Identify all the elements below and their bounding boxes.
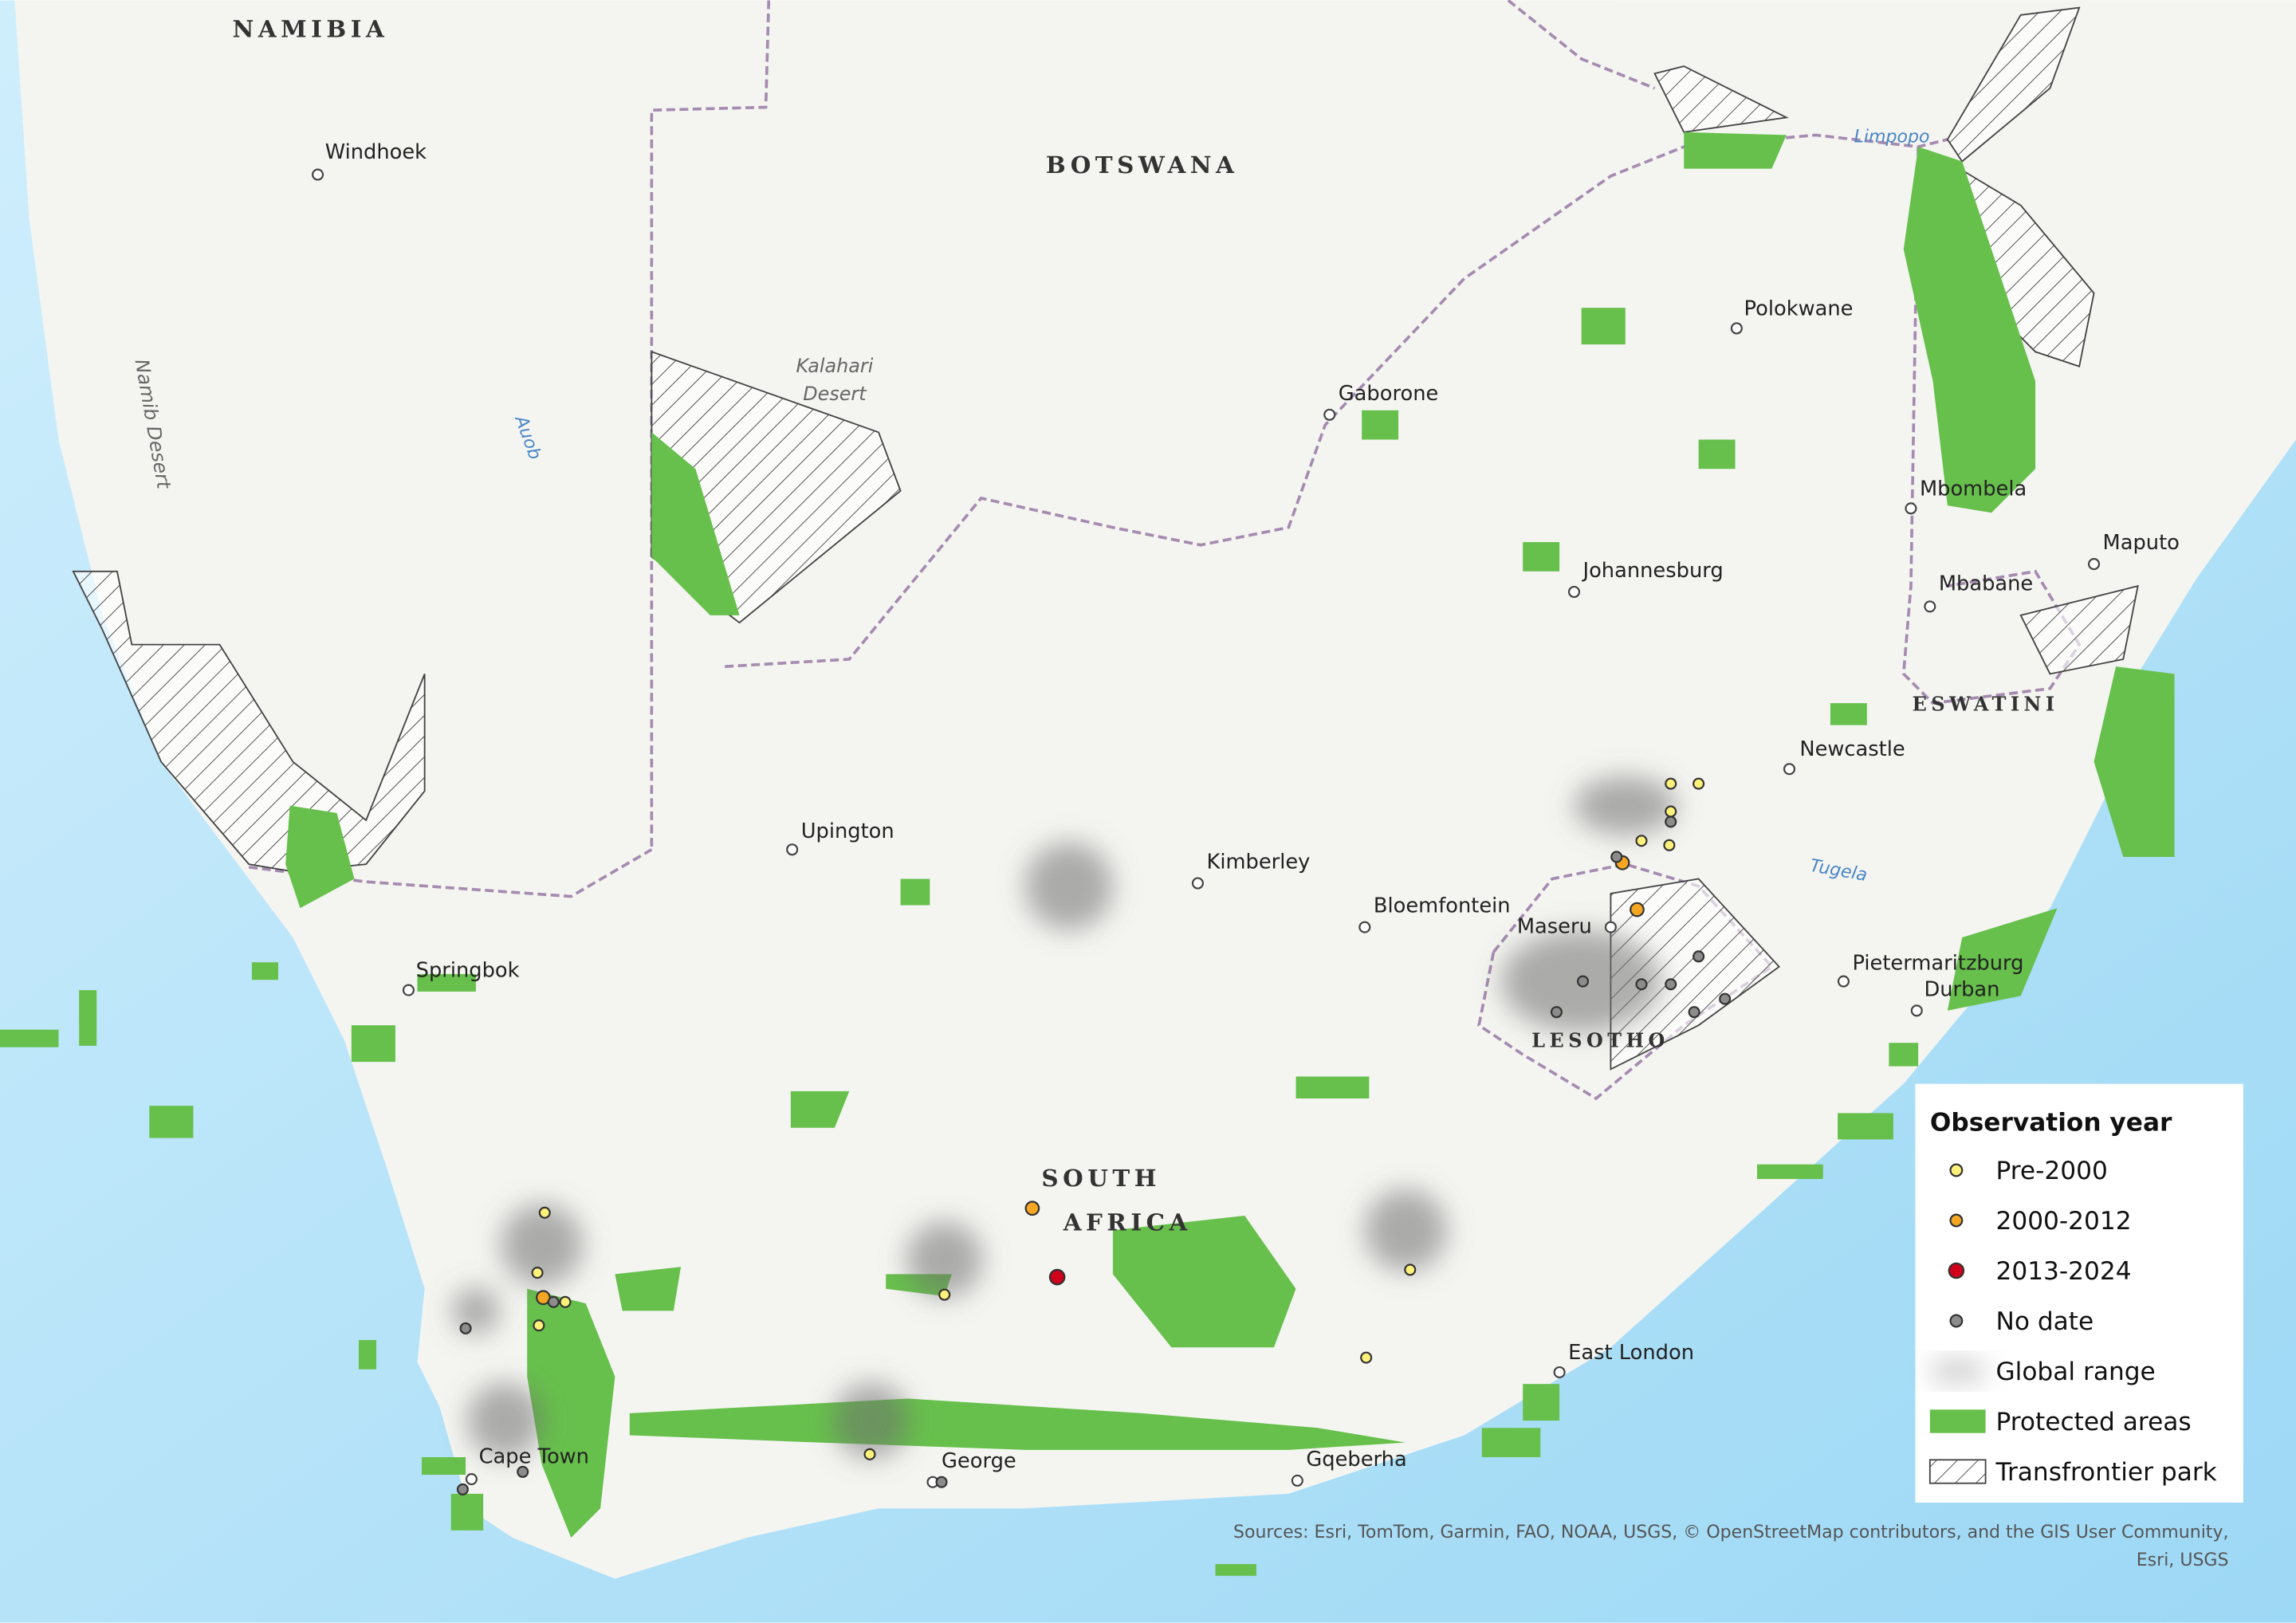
observation-point [456, 1483, 469, 1495]
observation-point [863, 1448, 876, 1460]
legend-label: Protected areas [1995, 1408, 2191, 1436]
observation-point [1635, 978, 1648, 991]
observation-point [533, 1319, 545, 1332]
observation-point [1688, 1006, 1700, 1019]
observation-point [1693, 777, 1705, 790]
city-label: Kimberley [1206, 851, 1310, 874]
city-label: Bloemfontein [1374, 894, 1511, 918]
country-label: AFRICA [1063, 1208, 1192, 1236]
city-label: Mbabane [1939, 572, 2033, 596]
legend-label: Global range [1995, 1358, 2155, 1386]
observation-point [1665, 805, 1677, 818]
observation-point [547, 1295, 560, 1308]
country-label: NAMIBIA [232, 14, 388, 42]
legend-symbol [1948, 1262, 1965, 1279]
land [14, 0, 2296, 1579]
city-label: East London [1568, 1341, 1694, 1365]
observation-point [1663, 839, 1676, 851]
city-label: Pietermaritzburg [1852, 951, 2023, 975]
city-label: Maseru [1517, 914, 1592, 938]
legend-label: No date [1995, 1307, 2094, 1336]
city-label: Johannesburg [1582, 559, 1724, 583]
observation-point [1693, 950, 1705, 963]
legend-symbol [1929, 1409, 1986, 1433]
legend-symbol [1949, 1314, 1964, 1328]
observation-point [1576, 975, 1590, 988]
legend-symbol [1932, 1361, 1983, 1381]
legend-label: Transfrontier park [1995, 1458, 2216, 1487]
legend-symbol [1928, 1459, 1987, 1484]
legend: Observation year Pre-2000 2000-2012 2013-2… [1915, 1083, 2243, 1503]
observation-point [935, 1476, 948, 1488]
observation-point [459, 1322, 472, 1334]
legend-label: Pre-2000 [1995, 1157, 2107, 1185]
observation-point [1719, 992, 1732, 1005]
city-label: Gaborone [1339, 382, 1439, 406]
observation-point [1024, 1201, 1040, 1216]
city-label: Cape Town [479, 1444, 589, 1468]
observation-point [1630, 902, 1645, 918]
legend-title: Observation year [1930, 1108, 2172, 1137]
observation-point [538, 1206, 551, 1219]
legend-symbol [1949, 1163, 1964, 1177]
observation-point [938, 1288, 951, 1301]
city-label: Polokwane [1744, 297, 1854, 320]
legend-label: 2000-2012 [1995, 1207, 2131, 1236]
country-label: BOTSWANA [1046, 151, 1239, 179]
legend-symbol [1949, 1213, 1964, 1228]
city-label: Upington [801, 819, 894, 843]
country-label: ESWATINI [1913, 693, 2059, 715]
city-label: Windhoek [325, 140, 427, 164]
country-label: SOUTH [1041, 1164, 1161, 1192]
observation-point [1610, 851, 1623, 863]
city-label: Durban [1924, 977, 1999, 1001]
observation-point [559, 1295, 572, 1308]
observations [456, 777, 1732, 1495]
legend-box [1915, 1083, 2243, 1503]
city-label: Gqeberha [1306, 1448, 1406, 1472]
feature-label: Kalahari [796, 355, 874, 377]
observation-point [1665, 815, 1677, 828]
sources: Sources: Esri, TomTom, Garmin, FAO, NOAA… [1233, 1523, 2229, 1542]
observation-point [1635, 835, 1648, 847]
city-label: Mbombela [1920, 477, 2027, 501]
observation-point [1048, 1268, 1066, 1286]
observation-point [1404, 1263, 1417, 1276]
sources: Esri, USGS [2137, 1550, 2229, 1570]
observation-point [1360, 1351, 1373, 1364]
protected-areas [0, 132, 2175, 1576]
legend-label: 2013-2024 [1995, 1257, 2131, 1286]
city-markers [312, 168, 2101, 1488]
river-label: Limpopo [1854, 128, 1930, 147]
city-label: George [942, 1449, 1016, 1473]
transfrontier-parks [72, 6, 2139, 1071]
observation-point [1550, 1006, 1563, 1019]
city-label: Springbok [416, 959, 520, 983]
feature-label: Desert [803, 383, 867, 405]
observation-point [531, 1267, 544, 1279]
city-label: Maputo [2103, 531, 2180, 555]
city-label: Newcastle [1799, 737, 1905, 761]
observation-point [1665, 777, 1677, 790]
observation-point [1665, 978, 1677, 991]
country-label: LESOTHO [1531, 1030, 1669, 1052]
observation-point [517, 1465, 529, 1478]
